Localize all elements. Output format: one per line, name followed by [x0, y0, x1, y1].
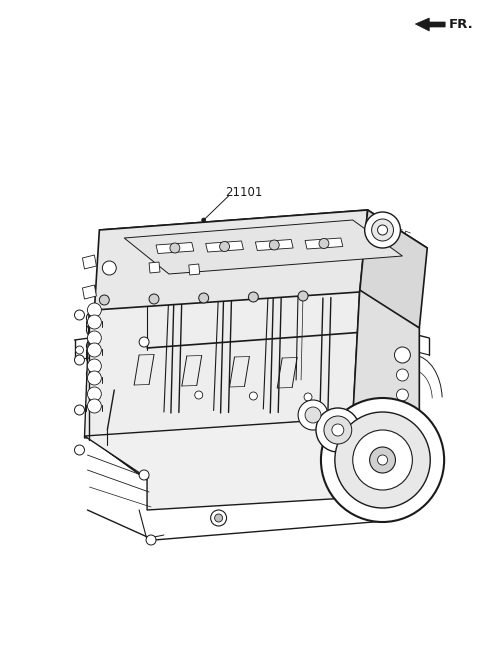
Circle shape [139, 337, 149, 347]
Circle shape [195, 391, 203, 399]
Polygon shape [95, 210, 368, 310]
Circle shape [219, 242, 229, 252]
Polygon shape [99, 210, 427, 268]
Polygon shape [255, 240, 293, 250]
Circle shape [321, 398, 444, 522]
Circle shape [87, 303, 101, 317]
Polygon shape [353, 290, 420, 462]
Polygon shape [415, 18, 445, 31]
Circle shape [87, 359, 101, 373]
Text: FR.: FR. [449, 18, 474, 31]
Circle shape [305, 407, 321, 423]
Circle shape [149, 294, 159, 304]
Circle shape [395, 347, 410, 363]
Polygon shape [305, 238, 343, 249]
Circle shape [370, 447, 396, 473]
Text: 21101: 21101 [225, 185, 262, 198]
Circle shape [199, 293, 209, 303]
Circle shape [378, 455, 387, 465]
Polygon shape [83, 285, 96, 299]
Circle shape [298, 291, 308, 301]
Circle shape [87, 399, 101, 413]
Circle shape [378, 225, 387, 235]
Circle shape [87, 343, 101, 357]
Circle shape [75, 346, 84, 354]
Circle shape [211, 510, 227, 526]
Polygon shape [84, 418, 412, 510]
Circle shape [298, 400, 328, 430]
Circle shape [74, 445, 84, 455]
Circle shape [215, 514, 223, 522]
Circle shape [269, 240, 279, 250]
Polygon shape [149, 262, 160, 273]
Circle shape [353, 430, 412, 490]
Circle shape [170, 243, 180, 253]
Polygon shape [83, 255, 96, 269]
Circle shape [250, 392, 257, 400]
Circle shape [316, 408, 360, 452]
Circle shape [372, 219, 394, 241]
Circle shape [74, 405, 84, 415]
Circle shape [99, 295, 109, 305]
Circle shape [396, 369, 408, 381]
Circle shape [74, 310, 84, 320]
Circle shape [139, 470, 149, 480]
Polygon shape [360, 210, 427, 328]
Circle shape [319, 238, 329, 248]
Polygon shape [189, 264, 200, 275]
Polygon shape [84, 290, 360, 438]
Circle shape [202, 218, 206, 222]
Circle shape [74, 355, 84, 365]
Circle shape [249, 292, 258, 302]
Circle shape [365, 212, 400, 248]
Polygon shape [89, 308, 147, 480]
Polygon shape [206, 241, 243, 252]
Circle shape [87, 315, 101, 329]
Polygon shape [89, 308, 147, 480]
Circle shape [102, 261, 116, 275]
Circle shape [87, 331, 101, 345]
Polygon shape [124, 220, 402, 274]
Circle shape [335, 412, 430, 508]
Circle shape [87, 387, 101, 401]
Circle shape [146, 535, 156, 545]
Circle shape [304, 393, 312, 401]
Circle shape [396, 389, 408, 401]
Circle shape [324, 416, 352, 444]
Circle shape [87, 371, 101, 385]
Polygon shape [156, 242, 194, 253]
Circle shape [332, 424, 344, 436]
